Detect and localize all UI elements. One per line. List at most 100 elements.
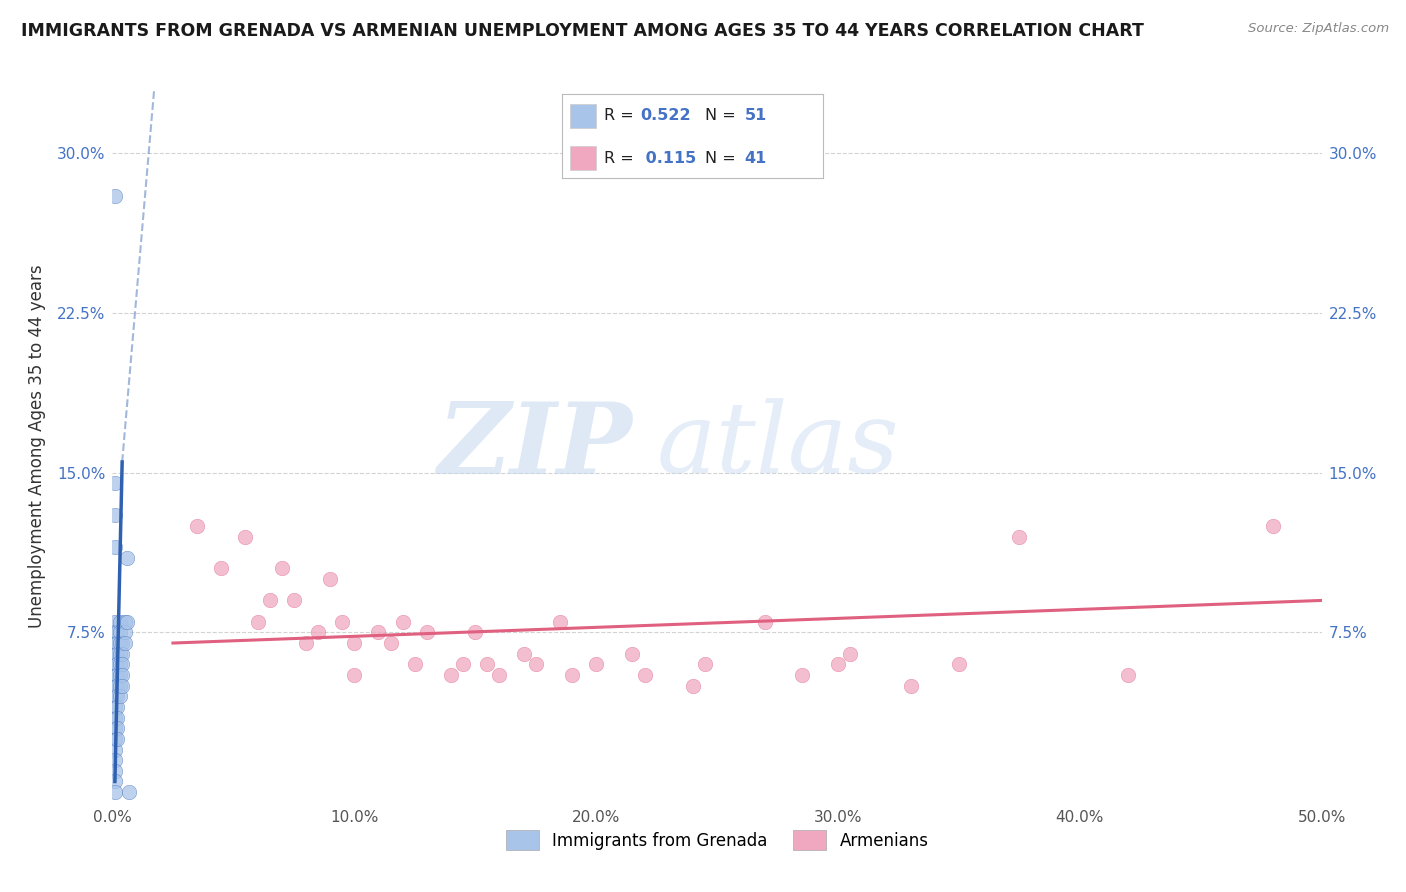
Point (259, 593, 281, 607)
Point (104, 753, 127, 767)
Point (948, 657, 970, 672)
Point (104, 540, 127, 554)
Legend: Immigrants from Grenada, Armenians: Immigrants from Grenada, Armenians (498, 822, 936, 859)
Point (330, 615, 353, 629)
Point (105, 690, 128, 704)
Point (283, 593, 305, 607)
Point (524, 657, 547, 672)
Point (104, 647, 127, 661)
Point (104, 636, 127, 650)
Point (104, 679, 127, 693)
Text: 0.522: 0.522 (641, 108, 692, 123)
Point (900, 679, 922, 693)
Point (839, 647, 862, 661)
Point (105, 710, 128, 724)
Point (111, 668, 134, 682)
Text: R =: R = (605, 108, 638, 123)
Point (246, 615, 269, 629)
Point (307, 625, 329, 640)
Point (633, 668, 655, 682)
Point (108, 615, 131, 629)
Point (108, 647, 131, 661)
Point (104, 668, 127, 682)
Text: IMMIGRANTS FROM GRENADA VS ARMENIAN UNEMPLOYMENT AMONG AGES 35 TO 44 YEARS CORRE: IMMIGRANTS FROM GRENADA VS ARMENIAN UNEM… (21, 22, 1144, 40)
Point (114, 636, 136, 650)
Point (682, 679, 704, 693)
Point (105, 731, 128, 746)
Point (104, 508, 127, 523)
Bar (571, 103, 596, 128)
Text: Source: ZipAtlas.com: Source: ZipAtlas.com (1249, 22, 1389, 36)
Point (111, 647, 134, 661)
Point (488, 668, 510, 682)
Point (209, 561, 232, 575)
Point (104, 710, 127, 724)
Point (108, 668, 131, 682)
Point (585, 657, 607, 672)
Point (391, 615, 413, 629)
Text: N =: N = (706, 151, 741, 166)
Point (111, 657, 134, 672)
Text: R =: R = (605, 151, 638, 166)
Point (105, 668, 128, 682)
Point (111, 636, 134, 650)
Point (548, 615, 571, 629)
Point (512, 647, 534, 661)
Point (754, 615, 776, 629)
Point (118, 785, 141, 799)
Point (104, 785, 127, 799)
Point (319, 572, 342, 586)
Point (451, 657, 474, 672)
Text: ZIP: ZIP (437, 398, 633, 494)
Point (367, 625, 389, 640)
Point (105, 657, 128, 672)
Point (104, 476, 127, 491)
Point (108, 690, 131, 704)
Y-axis label: Unemployment Among Ages 35 to 44 years: Unemployment Among Ages 35 to 44 years (28, 264, 46, 628)
Point (270, 561, 292, 575)
Point (464, 625, 486, 640)
Point (104, 721, 127, 735)
Point (104, 615, 127, 629)
Text: 51: 51 (745, 108, 766, 123)
Bar (571, 146, 596, 169)
Text: 41: 41 (745, 151, 766, 166)
Point (440, 668, 463, 682)
Point (343, 668, 366, 682)
Point (115, 550, 138, 565)
Point (105, 647, 128, 661)
Point (343, 636, 366, 650)
Point (235, 529, 257, 543)
Point (827, 657, 849, 672)
Point (416, 625, 439, 640)
Point (104, 731, 127, 746)
Point (1008, 529, 1031, 543)
Text: atlas: atlas (657, 399, 900, 493)
Point (404, 657, 426, 672)
Point (105, 679, 128, 693)
Point (114, 625, 136, 640)
Point (380, 636, 402, 650)
Point (104, 700, 127, 714)
Point (104, 774, 127, 789)
Point (108, 657, 131, 672)
Point (108, 625, 131, 640)
Point (693, 657, 716, 672)
Point (108, 679, 131, 693)
Point (1116, 668, 1139, 682)
Point (790, 668, 813, 682)
Point (111, 679, 134, 693)
Point (621, 647, 644, 661)
Text: 0.115: 0.115 (641, 151, 697, 166)
Point (115, 615, 138, 629)
Point (105, 636, 128, 650)
Text: N =: N = (706, 108, 741, 123)
Point (104, 690, 127, 704)
Point (104, 625, 127, 640)
Point (561, 668, 583, 682)
Point (1263, 519, 1285, 533)
Point (104, 188, 127, 202)
Point (105, 625, 128, 640)
Point (104, 764, 127, 778)
Point (295, 636, 318, 650)
